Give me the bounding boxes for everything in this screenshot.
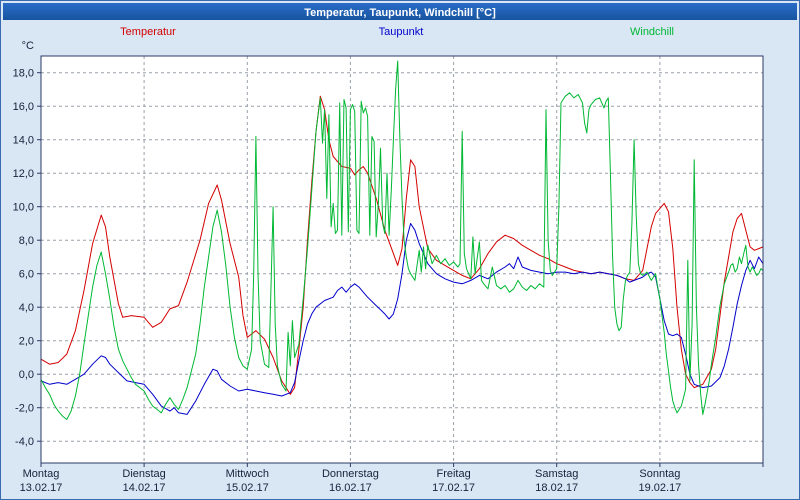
x-day-name: Montag — [23, 468, 60, 480]
y-tick-label: 10,0 — [13, 202, 34, 214]
y-tick-label: 6,0 — [19, 269, 34, 281]
legend-item-windchill: Windchill — [629, 26, 675, 38]
y-tick-label: 4,0 — [19, 302, 34, 314]
y-tick-label: 16,0 — [13, 101, 34, 113]
x-day-date: 16.02.17 — [329, 482, 372, 494]
line-windchill — [40, 60, 764, 420]
x-day-name: Samstag — [535, 468, 578, 480]
y-tick-label: 0,0 — [19, 369, 34, 381]
x-day-name: Donnerstag — [322, 468, 379, 480]
y-tick-label: 8,0 — [19, 235, 34, 247]
x-day-date: 15.02.17 — [226, 482, 269, 494]
y-tick-label: 18,0 — [13, 68, 34, 80]
plot-frame — [40, 55, 764, 464]
legend-item-taupunkt: Taupunkt — [378, 26, 424, 38]
line-temperatur — [40, 95, 764, 395]
x-day-date: 14.02.17 — [123, 482, 166, 494]
x-day-date: 18.02.17 — [535, 482, 578, 494]
y-tick-label: 12,0 — [13, 168, 34, 180]
line-taupunkt — [40, 223, 764, 415]
y-tick-label: -2,0 — [15, 403, 34, 415]
x-day-date: 13.02.17 — [20, 482, 63, 494]
x-day-date: 19.02.17 — [638, 482, 681, 494]
legend-item-temperatur: Temperatur — [120, 26, 176, 38]
plot-area — [41, 56, 763, 463]
y-tick-label: 2,0 — [19, 336, 34, 348]
x-day-name: Mittwoch — [226, 468, 269, 480]
x-day-date: 17.02.17 — [432, 482, 475, 494]
chart-title: Temperatur, Taupunkt, Windchill [°C] — [304, 7, 496, 19]
title-bar: Temperatur, Taupunkt, Windchill [°C] — [3, 3, 797, 20]
x-day-name: Freitag — [436, 468, 470, 480]
x-day-name: Dienstag — [122, 468, 165, 480]
y-tick-label: -4,0 — [15, 436, 34, 448]
y-axis-unit: °C — [22, 40, 34, 52]
x-day-name: Sonntag — [639, 468, 680, 480]
y-tick-label: 14,0 — [13, 135, 34, 147]
